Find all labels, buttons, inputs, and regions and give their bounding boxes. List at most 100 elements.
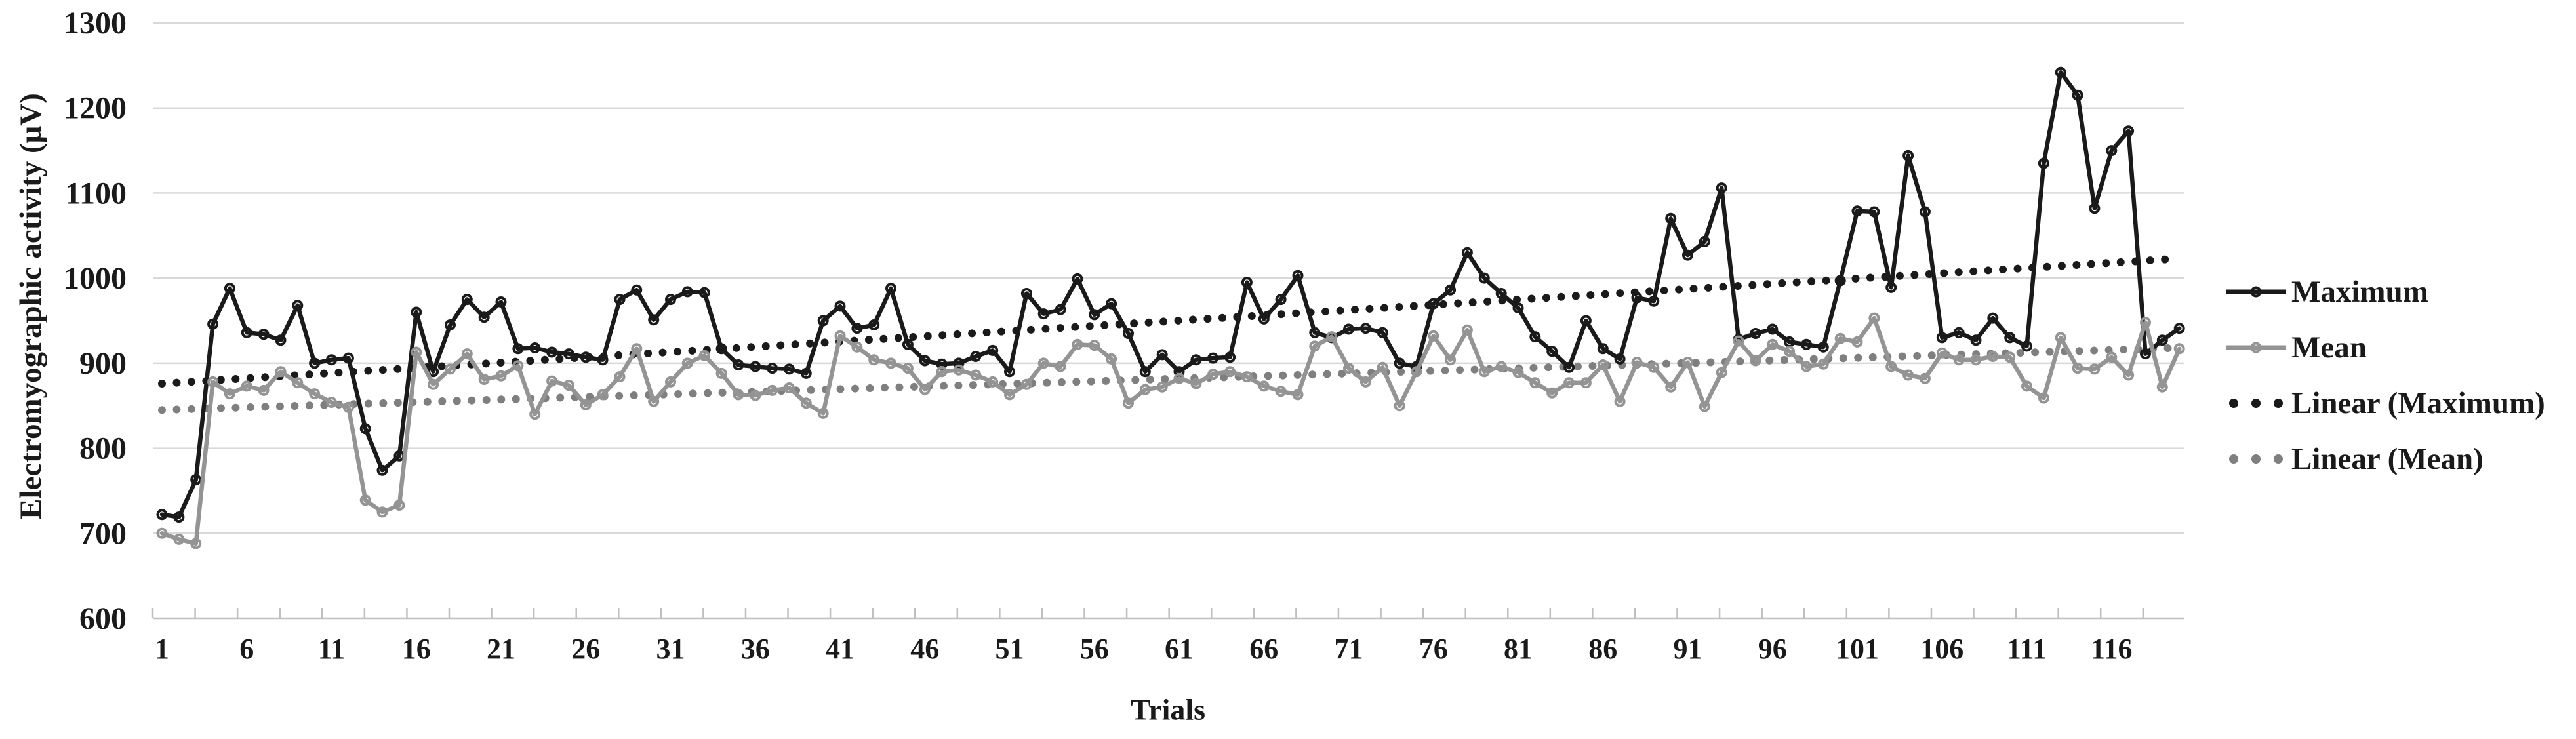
x-tick-label-106: 106 xyxy=(1920,633,1963,665)
marker-maximum-trial-72 xyxy=(1359,323,1371,334)
marker-mean-trial-114 xyxy=(2072,363,2083,374)
marker-mean-trial-76 xyxy=(1428,330,1439,342)
x-tick-label-96: 96 xyxy=(1758,633,1787,665)
marker-mean-trial-10 xyxy=(309,388,321,400)
marker-mean-trial-87 xyxy=(1614,395,1626,407)
x-tick-label-36: 36 xyxy=(741,633,770,665)
marker-maximum-trial-11 xyxy=(326,354,337,366)
legend-swatch-mean-line-marker-icon xyxy=(2226,342,2286,353)
marker-maximum-trial-71 xyxy=(1343,323,1354,335)
marker-maximum-trial-28 xyxy=(614,294,626,306)
marker-mean-trial-59 xyxy=(1139,384,1151,395)
marker-maximum-trial-17 xyxy=(428,366,439,378)
x-tick-label-66: 66 xyxy=(1249,633,1278,665)
y-axis-title: Electromyographic activity (μV) xyxy=(14,93,48,519)
marker-mean-trial-98 xyxy=(1801,361,1812,372)
marker-maximum-trial-66 xyxy=(1258,313,1270,325)
x-tick-label-111: 111 xyxy=(2007,633,2047,665)
marker-maximum-trial-50 xyxy=(987,344,999,356)
marker-maximum-trial-45 xyxy=(902,338,914,350)
legend-item-maximum: Maximum xyxy=(2224,264,2545,319)
y-tick-label-1300: 1300 xyxy=(64,6,127,41)
marker-mean-trial-90 xyxy=(1665,381,1677,393)
marker-maximum-trial-31 xyxy=(665,294,676,306)
marker-maximum-trial-83 xyxy=(1546,346,1558,357)
marker-maximum-trial-10 xyxy=(309,357,321,369)
marker-maximum-trial-80 xyxy=(1495,288,1507,299)
marker-mean-trial-69 xyxy=(1309,340,1321,352)
marker-maximum-trial-67 xyxy=(1275,294,1287,306)
marker-mean-trial-103 xyxy=(1885,361,1897,372)
marker-maximum-trial-112 xyxy=(2038,157,2049,169)
x-tick-label-116: 116 xyxy=(2091,633,2133,665)
legend: Maximum Mean Linear (Maximum) Linear (Mean) xyxy=(2224,264,2545,487)
marker-mean-trial-40 xyxy=(817,407,829,419)
marker-mean-trial-35 xyxy=(733,389,744,401)
legend-swatch-maximum-line-marker-icon xyxy=(2226,286,2286,297)
marker-maximum-trial-12 xyxy=(342,352,354,364)
marker-mean-trial-119 xyxy=(2156,381,2168,393)
chart-line-mean xyxy=(159,315,2182,546)
marker-mean-trial-29 xyxy=(631,343,643,355)
marker-maximum-trial-76 xyxy=(1428,298,1439,310)
marker-maximum-trial-68 xyxy=(1292,270,1304,281)
legend-label-maximum: Maximum xyxy=(2291,274,2428,309)
marker-mean-trial-13 xyxy=(359,494,371,506)
marker-maximum-trial-14 xyxy=(376,464,388,476)
legend-label-linear-maximum: Linear (Maximum) xyxy=(2291,386,2545,420)
marker-maximum-trial-63 xyxy=(1207,352,1219,364)
marker-maximum-trial-78 xyxy=(1461,247,1473,258)
marker-mean-trial-11 xyxy=(326,397,337,408)
marker-maximum-trial-58 xyxy=(1123,328,1134,339)
marker-mean-trial-81 xyxy=(1512,367,1524,378)
x-tick-label-91: 91 xyxy=(1674,633,1702,665)
marker-mean-trial-25 xyxy=(563,380,574,391)
marker-maximum-trial-37 xyxy=(767,363,778,374)
marker-mean-trial-16 xyxy=(411,346,422,358)
marker-mean-trial-18 xyxy=(445,363,456,375)
marker-maximum-trial-62 xyxy=(1190,354,1202,366)
marker-mean-trial-65 xyxy=(1241,371,1253,383)
marker-mean-trial-57 xyxy=(1106,353,1117,365)
marker-mean-trial-80 xyxy=(1495,361,1507,372)
marker-maximum-trial-21 xyxy=(495,296,507,308)
marker-maximum-trial-38 xyxy=(784,363,795,375)
marker-maximum-trial-48 xyxy=(953,357,965,369)
marker-mean-trial-33 xyxy=(698,350,710,361)
marker-mean-trial-117 xyxy=(2123,369,2135,381)
marker-mean-trial-73 xyxy=(1377,361,1388,373)
marker-mean-trial-42 xyxy=(851,341,863,353)
marker-mean-trial-102 xyxy=(1868,312,1880,324)
marker-maximum-trial-42 xyxy=(851,323,863,334)
marker-maximum-trial-25 xyxy=(563,348,574,360)
y-tick-label-1100: 1100 xyxy=(66,176,127,210)
marker-maximum-trial-106 xyxy=(1936,332,1948,344)
marker-maximum-trial-113 xyxy=(2055,66,2066,78)
marker-maximum-trial-84 xyxy=(1563,361,1575,373)
marker-mean-trial-78 xyxy=(1461,324,1473,336)
marker-mean-trial-47 xyxy=(936,366,948,378)
marker-maximum-trial-65 xyxy=(1241,277,1253,289)
y-tick-label-700: 700 xyxy=(79,516,127,551)
marker-maximum-trial-56 xyxy=(1089,309,1100,321)
marker-mean-trial-74 xyxy=(1394,400,1405,412)
x-tick-label-61: 61 xyxy=(1165,633,1194,665)
marker-maximum-trial-60 xyxy=(1156,349,1168,361)
marker-mean-trial-75 xyxy=(1411,366,1422,378)
marker-maximum-trial-105 xyxy=(1919,206,1931,218)
marker-maximum-trial-100 xyxy=(1834,275,1846,287)
marker-mean-trial-92 xyxy=(1699,401,1710,412)
marker-maximum-trial-92 xyxy=(1699,235,1710,247)
marker-mean-trial-54 xyxy=(1055,361,1066,372)
marker-mean-trial-91 xyxy=(1682,357,1693,369)
marker-maximum-trial-33 xyxy=(698,287,710,298)
x-tick-label-21: 21 xyxy=(487,633,515,665)
marker-maximum-trial-2 xyxy=(173,511,185,523)
marker-maximum-trial-118 xyxy=(2140,348,2151,360)
marker-maximum-trial-101 xyxy=(1851,205,1863,217)
marker-mean-trial-48 xyxy=(953,364,965,376)
y-tick-label-1200: 1200 xyxy=(64,91,127,126)
marker-mean-trial-38 xyxy=(784,382,795,393)
